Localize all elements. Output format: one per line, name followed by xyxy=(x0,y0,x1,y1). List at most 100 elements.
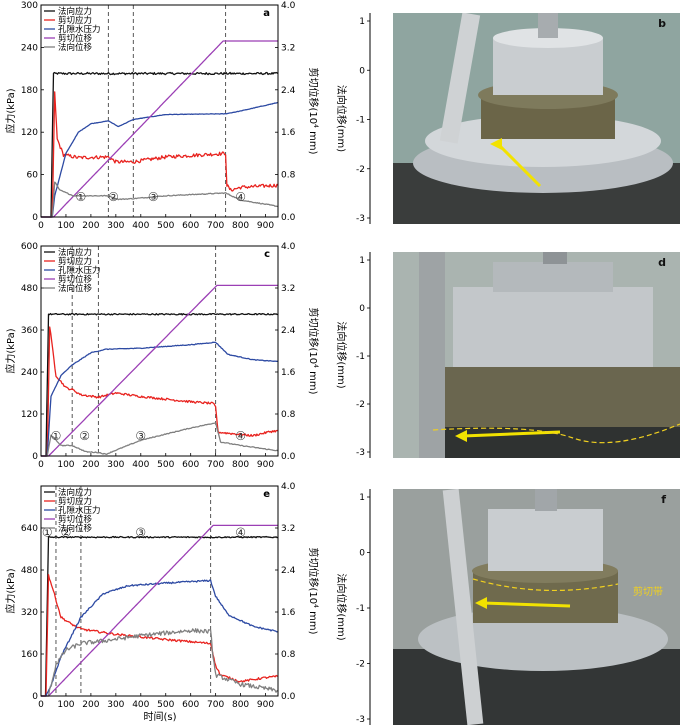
photo-d: d xyxy=(393,252,680,458)
y-tick-label-left: 320 xyxy=(21,608,38,618)
y-tick-label-left: 240 xyxy=(21,368,38,378)
series-法向应力 xyxy=(41,535,279,697)
y-axis-title-right: 剪切位移(104 mm) xyxy=(307,67,320,154)
x-tick-label: 700 xyxy=(207,460,224,470)
y-tick-label-left: 120 xyxy=(21,410,38,420)
series-法向应力 xyxy=(41,312,279,457)
x-tick-label: 0 xyxy=(38,460,44,470)
y-tick-label-right: 2.4 xyxy=(281,566,296,576)
legend-entry: 法向应力 xyxy=(58,487,92,498)
y-tick-label-left: 160 xyxy=(21,650,38,660)
legend-entry: 剪切位移 xyxy=(58,274,93,285)
photo-f-drawing: f 剪切带 xyxy=(393,489,680,725)
y-axis-title-left: 应力(kPa) xyxy=(4,88,17,133)
legend-entry: 法向应力 xyxy=(58,247,92,258)
photo-axis-tick-label: 0 xyxy=(359,549,365,559)
shear-direction-arrowhead xyxy=(490,138,502,150)
y-tick-label-left: 300 xyxy=(21,1,38,11)
legend-entry: 孔隙水压力 xyxy=(58,265,101,276)
stage-label: ④ xyxy=(235,429,246,443)
stage-label: ② xyxy=(61,526,72,540)
legend-entry: 法向位移 xyxy=(58,283,93,294)
y-tick-label-right: 4.0 xyxy=(281,482,296,492)
series-孔隙水压力 xyxy=(41,341,279,457)
plot-frame xyxy=(40,4,279,218)
photo-axis-title: 法向位移(mm) xyxy=(335,321,348,388)
shear-band-line xyxy=(432,423,680,444)
x-tick-label: 200 xyxy=(82,460,99,470)
y-tick-label-left: 240 xyxy=(21,43,38,53)
photo-axis-d: 1 0 -1 -2 -3 法向位移(mm) xyxy=(335,252,371,458)
x-tick-label: 400 xyxy=(132,221,149,231)
y-tick-label-left: 0 xyxy=(32,692,38,702)
series-法向位移 xyxy=(41,422,279,457)
stage-label: ④ xyxy=(235,190,246,204)
x-tick-label: 700 xyxy=(207,221,224,231)
series-剪切应力 xyxy=(41,91,279,218)
photo-label: d xyxy=(658,256,666,269)
legend-entry: 法向位移 xyxy=(58,523,93,534)
y-axis-title-left: 应力(kPa) xyxy=(4,328,17,373)
photo-axis-tick-label: -1 xyxy=(356,352,365,362)
photo-axis-tick-label: -1 xyxy=(356,604,365,614)
y-tick-label-right: 0.0 xyxy=(281,213,296,223)
photo-axis-tick-label: -3 xyxy=(356,715,365,725)
x-tick-label: 900 xyxy=(257,460,274,470)
y-tick-label-left: 480 xyxy=(21,566,38,576)
chart-c: 0 100 200 300 400 500 600 700 800 900 0 120 240 360 48… xyxy=(4,242,320,470)
x-tick-label: 300 xyxy=(107,700,124,710)
stage-label: ③ xyxy=(135,429,146,443)
photo-axis-tick-label: 1 xyxy=(359,256,365,266)
shear-band-caption: 剪切带 xyxy=(633,585,663,598)
photo-axis-tick-label: -3 xyxy=(356,214,365,224)
legend-entry: 剪切位移 xyxy=(58,514,93,525)
y-tick-label-right: 4.0 xyxy=(281,1,296,11)
x-tick-label: 800 xyxy=(232,700,249,710)
x-tick-label: 0 xyxy=(38,700,44,710)
shear-direction-arrow xyxy=(496,142,542,188)
photo-label: f xyxy=(661,493,666,506)
plot-frame xyxy=(40,485,279,697)
photo-axis-f: 1 0 -1 -2 -3 法向位移(mm) xyxy=(335,489,371,725)
chart-e: 0 100 200 300 400 500 600 700 800 900 0 160 320 480 64… xyxy=(4,482,320,710)
panel-label: a xyxy=(263,8,270,19)
x-tick-label: 800 xyxy=(232,460,249,470)
y-axis-title-right: 剪切位移(104 mm) xyxy=(307,307,320,394)
series-孔隙水压力 xyxy=(41,101,279,218)
y-axis-title-right: 剪切位移(104 mm) xyxy=(307,547,320,634)
y-tick-label-left: 480 xyxy=(21,284,38,294)
series-法向位移 xyxy=(41,628,278,697)
x-tick-label: 400 xyxy=(132,460,149,470)
x-tick-label: 900 xyxy=(257,221,274,231)
y-tick-label-right: 0.8 xyxy=(281,650,296,660)
x-tick-label: 700 xyxy=(207,700,224,710)
x-tick-label: 500 xyxy=(157,221,174,231)
x-axis-title: 时间(s) xyxy=(143,710,176,723)
x-tick-label: 100 xyxy=(57,460,74,470)
x-tick-label: 800 xyxy=(232,221,249,231)
stage-label: ① xyxy=(51,429,62,443)
legend-entry: 剪切应力 xyxy=(58,256,92,267)
y-tick-label-right: 4.0 xyxy=(281,242,296,252)
legend-entry: 法向位移 xyxy=(58,42,93,53)
x-tick-label: 200 xyxy=(82,221,99,231)
photo-b: b xyxy=(393,13,680,224)
legend-entry: 法向应力 xyxy=(58,6,92,17)
y-tick-label-left: 360 xyxy=(21,326,38,336)
photo-b-drawing: b xyxy=(393,13,680,224)
photo-axis-tick-label: -1 xyxy=(356,116,365,126)
y-tick-label-right: 2.4 xyxy=(281,86,296,96)
y-tick-label-left: 180 xyxy=(21,86,38,96)
y-tick-label-left: 600 xyxy=(21,242,38,252)
y-tick-label-right: 0.8 xyxy=(281,410,296,420)
x-tick-label: 600 xyxy=(182,460,199,470)
y-tick-label-right: 1.6 xyxy=(281,608,296,618)
photo-axis-title: 法向位移(mm) xyxy=(335,573,348,640)
y-tick-label-right: 0.0 xyxy=(281,692,296,702)
shear-direction-arrowhead xyxy=(455,430,467,442)
photo-axis-tick-label: 0 xyxy=(359,304,365,314)
stage-label: ③ xyxy=(135,526,146,540)
stage-label: ② xyxy=(108,190,119,204)
photo-axis-tick-label: -3 xyxy=(356,448,365,458)
shear-direction-arrowhead xyxy=(475,597,487,609)
